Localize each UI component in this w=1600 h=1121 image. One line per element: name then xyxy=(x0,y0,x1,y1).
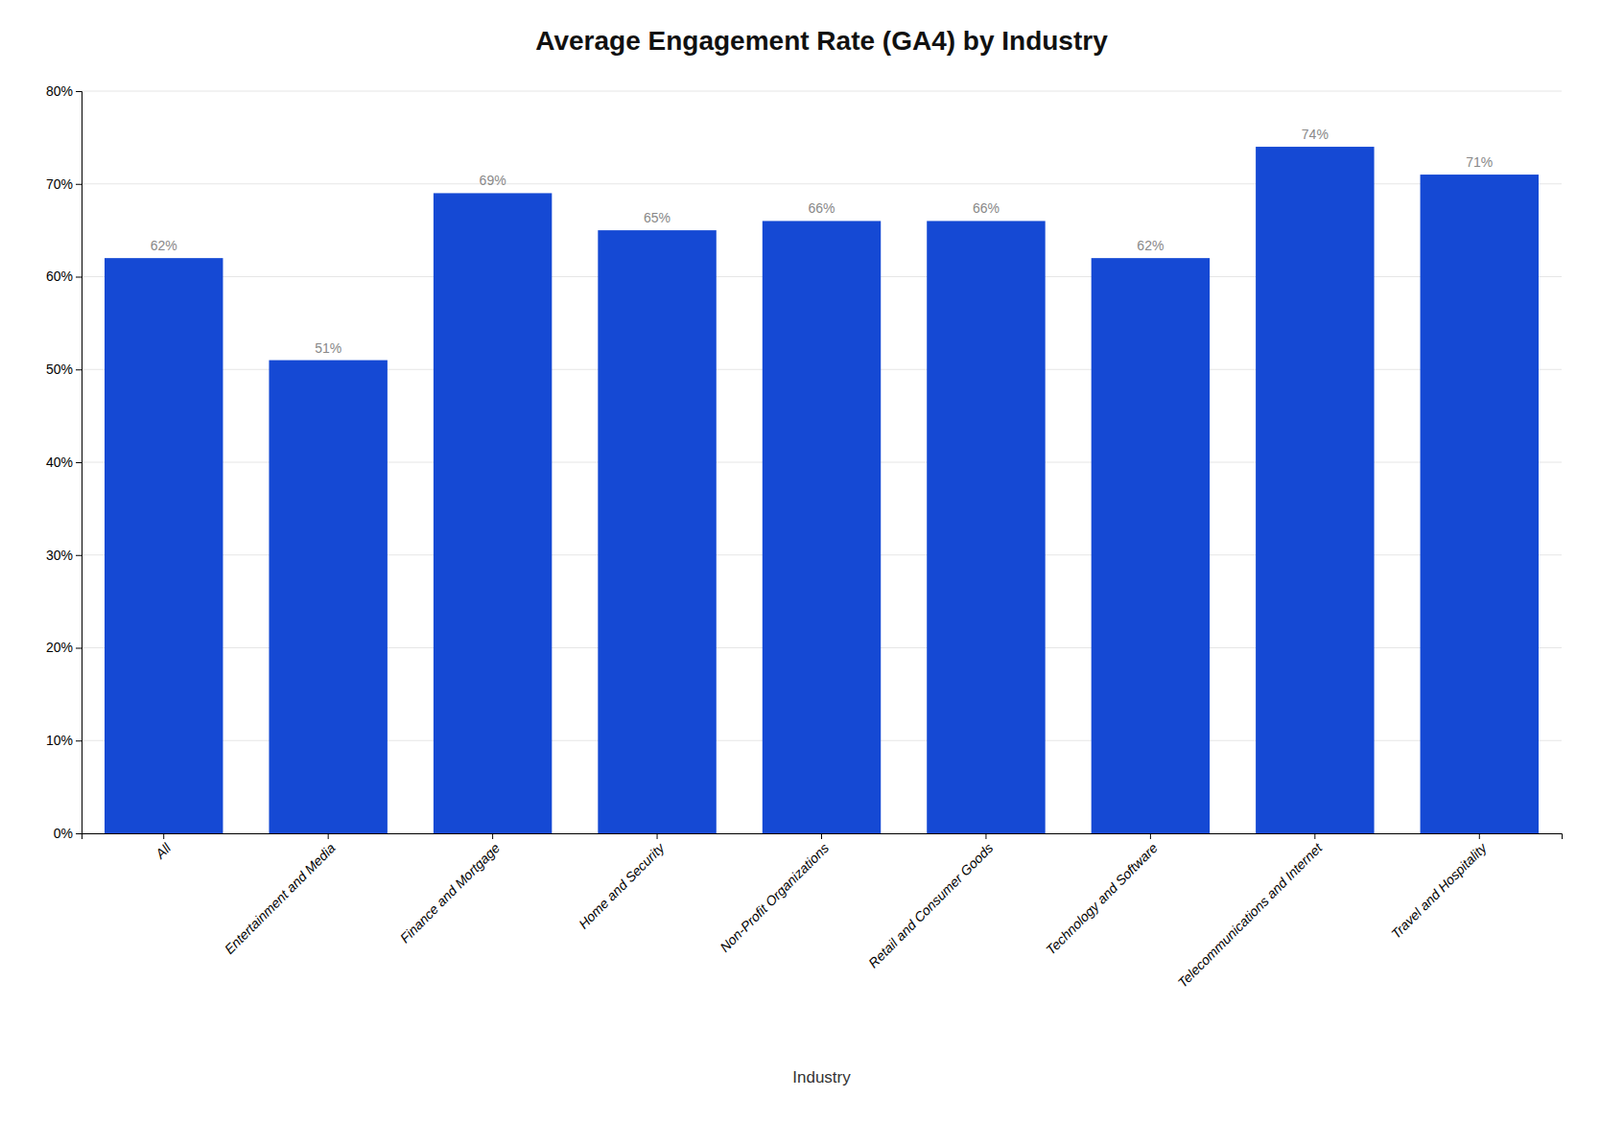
bars xyxy=(104,146,1539,834)
x-tick: Home and Security xyxy=(575,833,668,933)
x-tick: Retail and Consumer Goods xyxy=(865,833,996,971)
tick-label: Telecommunications and Internet xyxy=(1175,839,1327,991)
x-tick: All xyxy=(151,833,175,863)
axis-line xyxy=(75,92,83,835)
data-label: 69% xyxy=(479,172,507,189)
plot: 0% 10% 20% 30% 40% 50% 60% 70% 80% All Entertainme… xyxy=(46,83,1563,991)
tick-label: 40% xyxy=(46,454,73,471)
tick-mark xyxy=(821,833,823,840)
bar xyxy=(1420,174,1539,834)
tick-label: 20% xyxy=(46,639,73,656)
tick-mark xyxy=(985,833,987,840)
axis-line xyxy=(82,834,1563,841)
x-tick: Travel and Hospitality xyxy=(1388,833,1490,942)
tick-mark xyxy=(328,833,330,840)
data-label: 66% xyxy=(972,200,1000,216)
y-tick: 0% xyxy=(53,825,82,842)
tick-mark xyxy=(492,833,494,840)
tick-label: Finance and Mortgage xyxy=(397,840,504,947)
y-tick: 30% xyxy=(46,547,82,564)
tick-label: Entertainment and Media xyxy=(221,840,339,958)
tick-label: 0% xyxy=(53,825,73,842)
grid xyxy=(81,91,1562,834)
tick-mark xyxy=(657,833,659,840)
tick-label: Retail and Consumer Goods xyxy=(865,840,996,971)
y-tick: 50% xyxy=(46,361,82,377)
data-label: 62% xyxy=(150,237,178,254)
tick-mark xyxy=(75,740,82,742)
data-label: 74% xyxy=(1301,126,1329,142)
data-label: 65% xyxy=(643,210,671,226)
bar xyxy=(926,220,1045,834)
tick-label: 50% xyxy=(46,361,73,377)
tick-mark xyxy=(75,648,82,650)
tick-label: 70% xyxy=(46,176,73,192)
tick-mark xyxy=(1479,833,1481,840)
x-tick: Non-Profit Organizations xyxy=(716,833,832,956)
tick-label: 80% xyxy=(46,83,73,99)
tick-mark xyxy=(1150,833,1152,840)
data-label: 66% xyxy=(807,200,835,216)
tick-mark xyxy=(75,555,82,557)
chart: 0% 10% 20% 30% 40% 50% 60% 70% 80% All Entertainme… xyxy=(0,0,1600,1121)
tick-mark xyxy=(75,833,82,835)
x-axis-title: Industry xyxy=(792,1068,851,1087)
x-tick: Technology and Software xyxy=(1042,833,1161,959)
tick-label: Non-Profit Organizations xyxy=(716,840,832,956)
data-label: 62% xyxy=(1136,237,1164,254)
bar xyxy=(268,360,387,834)
y-axis: 0% 10% 20% 30% 40% 50% 60% 70% 80% xyxy=(46,83,83,842)
data-label: 71% xyxy=(1465,154,1493,170)
tick-mark xyxy=(163,833,165,840)
tick-mark xyxy=(75,369,82,371)
tick-label: Home and Security xyxy=(575,839,668,932)
tick-label: 10% xyxy=(46,732,73,749)
tick-mark xyxy=(75,91,82,93)
bar xyxy=(597,230,716,834)
bar xyxy=(433,192,552,834)
tick-label: Technology and Software xyxy=(1042,840,1161,959)
tick-label: 30% xyxy=(46,547,73,564)
y-tick: 70% xyxy=(46,176,82,192)
bar xyxy=(1091,258,1210,834)
tick-mark xyxy=(75,462,82,464)
y-tick: 60% xyxy=(46,268,82,284)
bar xyxy=(762,220,881,834)
y-tick: 10% xyxy=(46,732,82,749)
x-tick: Telecommunications and Internet xyxy=(1175,833,1327,991)
x-tick: Entertainment and Media xyxy=(221,833,339,958)
tick-label: All xyxy=(151,839,175,863)
bar xyxy=(1255,146,1374,834)
x-axis: All Entertainment and Media Finance and Mo… xyxy=(82,833,1563,991)
grid-line xyxy=(81,91,1562,93)
tick-mark xyxy=(75,184,82,186)
y-tick: 20% xyxy=(46,639,82,656)
y-tick: 80% xyxy=(46,83,82,99)
y-tick: 40% xyxy=(46,454,82,471)
x-tick: Finance and Mortgage xyxy=(397,833,504,946)
tick-mark xyxy=(1314,833,1316,840)
tick-label: Travel and Hospitality xyxy=(1388,839,1490,942)
tick-label: 60% xyxy=(46,268,73,284)
data-label: 51% xyxy=(314,340,342,356)
title: Average Engagement Rate (GA4) by Industr… xyxy=(535,25,1108,56)
tick-mark xyxy=(75,277,82,279)
data-labels: 62% 51% 69% 65% 66% 66% 62% 74% 71% xyxy=(150,126,1494,356)
bar xyxy=(104,258,223,834)
